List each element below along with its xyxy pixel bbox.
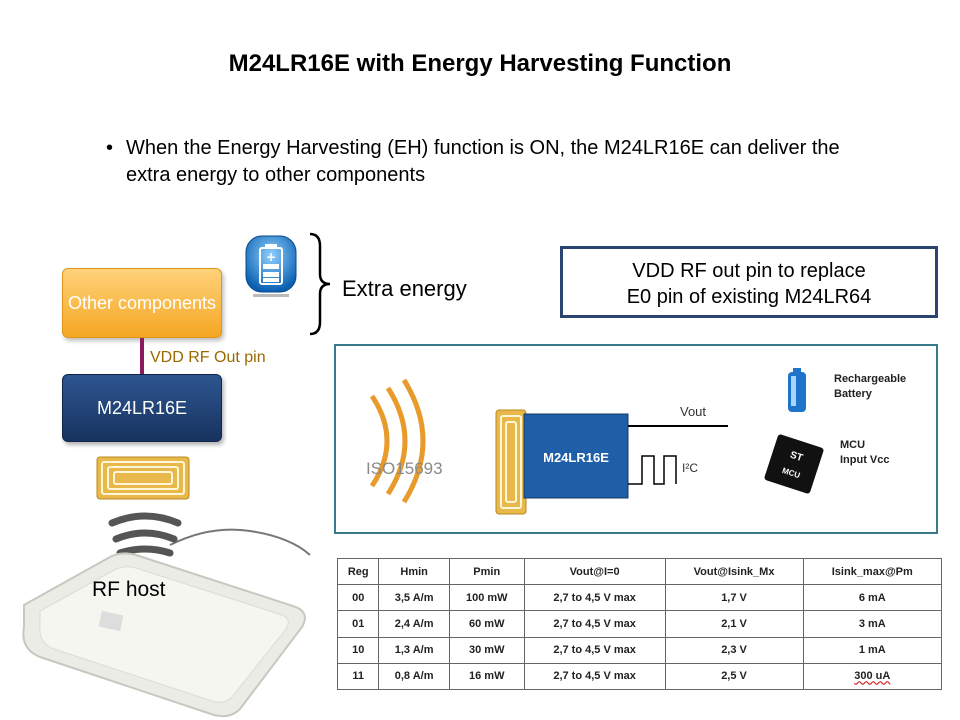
table-header-row: Reg Hmin Pmin Vout@I=0 Vout@Isink_Mx Isi…	[336, 558, 943, 585]
table-cell: 16 mW	[448, 662, 525, 691]
schematic-panel: ISO15693 M24LR16E Vout I²C Rechargeable …	[334, 344, 938, 534]
table-cell: 1,3 A/m	[378, 636, 450, 664]
mcu-label: MCU Input Vcc	[840, 439, 890, 466]
bullet-marker: •	[106, 137, 114, 159]
rf-host-label: RF host	[92, 578, 166, 601]
rf-host-reader-icon	[22, 512, 311, 718]
antenna-coil-icon	[96, 456, 190, 500]
note-line-2: E0 pin of existing M24LR64	[626, 286, 872, 308]
vout-label: Vout	[680, 404, 706, 419]
vdd-pin-label: VDD RF Out pin	[150, 349, 266, 366]
table-cell: 3 mA	[802, 610, 943, 638]
schematic-drawing: ISO15693 M24LR16E Vout I²C Rechargeable …	[366, 368, 909, 515]
schematic-chip-label: M24LR16E	[543, 450, 609, 465]
col-header-vout-isink: Vout@Isink_Mx	[664, 558, 804, 585]
table-cell: 2,7 to 4,5 V max	[523, 610, 666, 638]
other-components-label: Other components	[67, 293, 217, 313]
i2c-waveform	[628, 455, 677, 485]
vdd-connection-line	[140, 338, 144, 374]
col-header-vout-i0: Vout@I=0	[523, 558, 666, 585]
table-cell: 2,5 V	[664, 662, 804, 691]
schematic-coil-icon	[495, 409, 527, 515]
table-row: 10 1,3 A/m 30 mW 2,7 to 4,5 V max 2,3 V …	[336, 636, 943, 664]
table-row: 11 0,8 A/m 16 mW 2,7 to 4,5 V max 2,5 V …	[336, 662, 943, 691]
mcu-chip-icon: ST MCU	[764, 434, 824, 494]
table-cell: 1,7 V	[664, 583, 804, 612]
mcu-label-line-2: Input Vcc	[840, 454, 890, 466]
table-cell: 10	[336, 636, 380, 664]
table-cell: 2,7 to 4,5 V max	[523, 636, 666, 664]
slide-title: M24LR16E with Energy Harvesting Function	[228, 50, 732, 77]
table-cell: 300 uA	[802, 662, 943, 691]
table-cell: 30 mW	[448, 636, 525, 664]
col-header-isink-max: Isink_max@Pm	[802, 558, 943, 585]
chip-label: M24LR16E	[96, 397, 188, 418]
table-cell: 01	[336, 610, 380, 638]
table-cell: 60 mW	[448, 610, 525, 638]
table-cell: 0,8 A/m	[378, 662, 450, 691]
table-cell: 2,4 A/m	[378, 610, 450, 638]
table-row: 01 2,4 A/m 60 mW 2,7 to 4,5 V max 2,1 V …	[336, 610, 943, 638]
col-header-pmin: Pmin	[448, 558, 525, 585]
rf-waves-icon	[369, 378, 426, 504]
note-box: VDD RF out pin to replace E0 pin of exis…	[560, 246, 938, 318]
schematic-chip	[523, 413, 629, 499]
table-cell: 2,7 to 4,5 V max	[523, 583, 666, 612]
battery-icon: +	[245, 235, 297, 297]
extra-energy-label: Extra energy	[342, 276, 467, 301]
table-cell: 2,1 V	[664, 610, 804, 638]
table-cell: 3,5 A/m	[378, 583, 450, 612]
col-header-reg: Reg	[336, 558, 380, 585]
battery-label-line-1: Rechargeable	[834, 373, 906, 385]
energy-harvesting-table: Reg Hmin Pmin Vout@I=0 Vout@Isink_Mx Isi…	[336, 558, 943, 691]
note-line-1: VDD RF out pin to replace	[632, 260, 866, 282]
protocol-label: ISO15693	[366, 459, 443, 478]
table-cell: 2,3 V	[664, 636, 804, 664]
bullet-text: When the Energy Harvesting (EH) function…	[126, 137, 840, 186]
battery-label: Rechargeable Battery	[834, 373, 909, 400]
i2c-label: I²C	[682, 461, 698, 475]
brace-icon	[309, 232, 331, 336]
chip-box: M24LR16E	[62, 374, 222, 442]
battery-plus-label: +	[266, 250, 276, 264]
table-cell: 100 mW	[448, 583, 525, 612]
mcu-label-line-1: MCU	[840, 439, 865, 451]
other-components-box: Other components	[62, 268, 222, 338]
mcu-logo: ST	[789, 450, 805, 464]
battery-label-line-2: Battery	[834, 388, 873, 400]
table-cell: 6 mA	[802, 583, 943, 612]
table-cell: 11	[336, 662, 380, 691]
col-header-hmin: Hmin	[378, 558, 450, 585]
table-cell: 00	[336, 583, 380, 612]
table-row: 00 3,5 A/m 100 mW 2,7 to 4,5 V max 1,7 V…	[336, 583, 943, 612]
rechargeable-battery-icon	[788, 368, 806, 412]
table-cell: 2,7 to 4,5 V max	[523, 662, 666, 691]
table-cell: 1 mA	[802, 636, 943, 664]
